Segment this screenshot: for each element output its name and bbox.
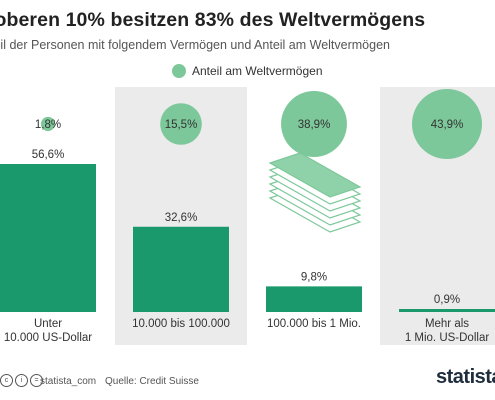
people-bar xyxy=(133,226,229,312)
people-label: 9,8% xyxy=(301,271,327,283)
wealth-circle xyxy=(40,116,56,132)
wealth-label: 15,5% xyxy=(165,119,198,131)
wealth-circle xyxy=(412,89,482,159)
source-text: Quelle: Credit Suisse xyxy=(105,376,199,387)
chart-subtitle: teil der Personen mit folgendem Vermögen… xyxy=(0,38,390,52)
people-bar xyxy=(0,164,96,312)
category-label: 10.000 US-Dollar xyxy=(4,332,92,344)
category-label: Unter xyxy=(34,318,62,330)
equals-icon: = xyxy=(30,374,43,387)
people-bar xyxy=(399,309,495,312)
wealth-label: 38,9% xyxy=(298,119,331,131)
category-label: 1 Mio. US-Dollar xyxy=(405,332,490,344)
chart-title: e oberen 10% besitzen 83% des Weltvermög… xyxy=(0,9,426,31)
category-label: 100.000 bis 1 Mio. xyxy=(267,318,361,330)
legend: Anteil am Weltvermögen xyxy=(172,64,323,78)
people-label: 32,6% xyxy=(165,212,198,224)
info-icon: i xyxy=(15,374,28,387)
money-stack-icon xyxy=(268,152,362,233)
statista-logo: statista xyxy=(436,366,495,388)
credit-text: statista_com xyxy=(40,376,97,387)
category-label: 10.000 bis 100.000 xyxy=(132,318,230,330)
wealth-label: 43,9% xyxy=(431,119,464,131)
cc-icon: c xyxy=(0,374,13,387)
money-bill xyxy=(268,152,362,198)
people-label: 0,9% xyxy=(434,294,460,306)
category-label: Mehr als xyxy=(425,318,469,330)
people-bar xyxy=(266,286,362,312)
legend-label: Anteil am Weltvermögen xyxy=(192,64,323,78)
wealth-label: 1,8% xyxy=(35,119,61,131)
legend-swatch xyxy=(172,64,186,78)
license-icons: c i = xyxy=(0,374,45,387)
wealth-circle xyxy=(160,103,202,145)
people-label: 56,6% xyxy=(32,149,65,161)
wealth-circle xyxy=(281,91,347,157)
